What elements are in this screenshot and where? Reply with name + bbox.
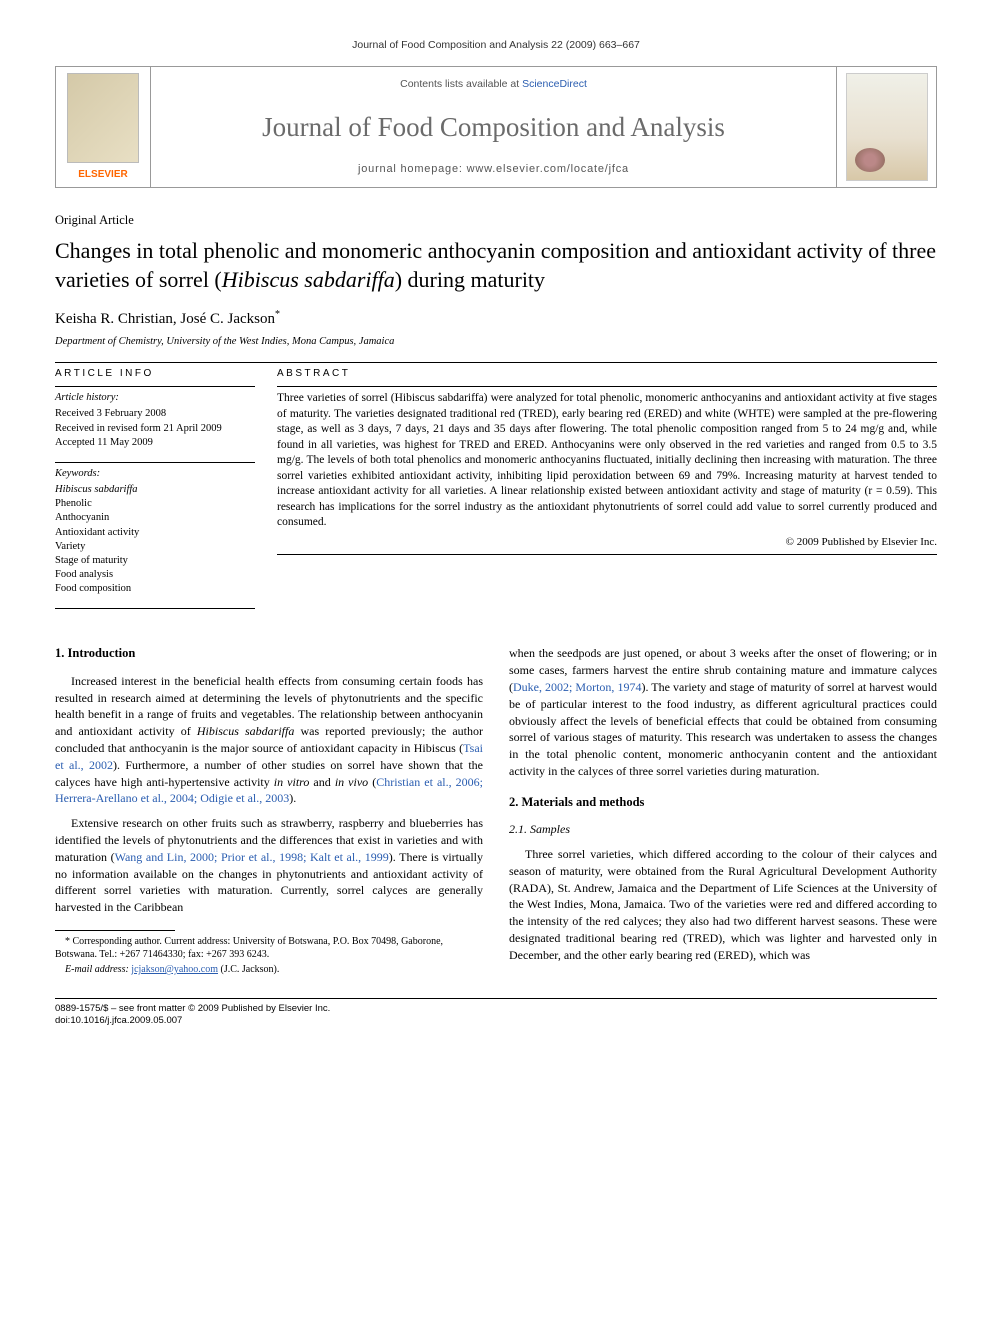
keyword: Food analysis	[55, 568, 255, 582]
meta-abstract-row: ARTICLE INFO Article history: Received 3…	[55, 367, 937, 614]
footer-separator	[55, 998, 937, 999]
separator	[55, 462, 255, 463]
authors: Keisha R. Christian, José C. Jackson*	[55, 308, 937, 329]
separator	[55, 608, 255, 609]
separator	[55, 362, 937, 363]
email-suffix: (J.C. Jackson).	[218, 964, 279, 975]
history-item: Received 3 February 2008	[55, 407, 255, 421]
contents-line: Contents lists available at ScienceDirec…	[159, 77, 828, 91]
article-history: Article history: Received 3 February 200…	[55, 391, 255, 450]
banner-thumbnail	[67, 73, 139, 163]
article-info-column: ARTICLE INFO Article history: Received 3…	[55, 367, 255, 614]
keyword: Food composition	[55, 582, 255, 596]
keyword: Variety	[55, 540, 255, 554]
email-footnote: E-mail address: jcjakson@yahoo.com (J.C.…	[55, 963, 483, 976]
article-title: Changes in total phenolic and monomeric …	[55, 237, 937, 294]
footnote-separator	[55, 930, 175, 931]
elsevier-logo: ELSEVIER	[78, 168, 127, 182]
banner-center: Contents lists available at ScienceDirec…	[151, 67, 836, 187]
banner-left: ELSEVIER	[56, 67, 151, 187]
separator	[277, 386, 937, 387]
contents-prefix: Contents lists available at	[400, 78, 522, 90]
body-column-left: 1. Introduction Increased interest in th…	[55, 645, 483, 978]
citation-link[interactable]: Duke, 2002; Morton, 1974	[513, 680, 641, 694]
text: and	[309, 775, 334, 789]
corr-footnote: * Corresponding author. Current address:…	[55, 935, 483, 961]
journal-banner: ELSEVIER Contents lists available at Sci…	[55, 66, 937, 188]
history-item: Received in revised form 21 April 2009	[55, 422, 255, 436]
species: Hibiscus sabdariffa	[197, 724, 294, 738]
body-column-right: when the seedpods are just opened, or ab…	[509, 645, 937, 978]
banner-right	[836, 67, 936, 187]
history-item: Accepted 11 May 2009	[55, 436, 255, 450]
section-1-heading: 1. Introduction	[55, 645, 483, 663]
journal-homepage: journal homepage: www.elsevier.com/locat…	[159, 162, 828, 177]
keyword: Stage of maturity	[55, 554, 255, 568]
body-columns: 1. Introduction Increased interest in th…	[55, 645, 937, 978]
text: ). The variety and stage of maturity of …	[509, 680, 937, 778]
keyword: Anthocyanin	[55, 511, 255, 525]
para: Extensive research on other fruits such …	[55, 815, 483, 916]
footer-copyright: 0889-1575/$ – see front matter © 2009 Pu…	[55, 1003, 937, 1015]
sciencedirect-link[interactable]: ScienceDirect	[522, 78, 587, 90]
text: ).	[289, 791, 296, 805]
article-type: Original Article	[55, 212, 937, 229]
keyword: Antioxidant activity	[55, 526, 255, 540]
authors-names: Keisha R. Christian, José C. Jackson	[55, 311, 275, 327]
abstract-text: Three varieties of sorrel (Hibiscus sabd…	[277, 391, 937, 531]
history-heading: Article history:	[55, 391, 255, 405]
keyword: Hibiscus sabdariffa	[55, 483, 255, 497]
abstract-column: ABSTRACT Three varieties of sorrel (Hibi…	[277, 367, 937, 614]
para: Three sorrel varieties, which differed a…	[509, 846, 937, 964]
keyword: Phenolic	[55, 497, 255, 511]
para: when the seedpods are just opened, or ab…	[509, 645, 937, 779]
latin: in vivo	[335, 775, 368, 789]
para: Increased interest in the beneficial hea…	[55, 673, 483, 807]
title-species: Hibiscus sabdariffa	[222, 267, 395, 292]
latin: in vitro	[274, 775, 310, 789]
keywords-heading: Keywords:	[55, 467, 255, 481]
separator	[277, 554, 937, 555]
running-header: Journal of Food Composition and Analysis…	[55, 38, 937, 52]
separator	[55, 386, 255, 387]
corr-mark: *	[275, 309, 280, 320]
footer-doi: doi:10.1016/j.jfca.2009.05.007	[55, 1015, 937, 1027]
section-2-heading: 2. Materials and methods	[509, 794, 937, 812]
footnotes: * Corresponding author. Current address:…	[55, 935, 483, 976]
keywords-block: Keywords: Hibiscus sabdariffa Phenolic A…	[55, 467, 255, 597]
journal-name: Journal of Food Composition and Analysis	[159, 109, 828, 145]
abstract-copyright: © 2009 Published by Elsevier Inc.	[277, 535, 937, 550]
article-info-heading: ARTICLE INFO	[55, 367, 255, 381]
section-2-1-heading: 2.1. Samples	[509, 821, 937, 838]
email-label: E-mail address:	[65, 964, 129, 975]
abstract-heading: ABSTRACT	[277, 367, 937, 381]
journal-cover-thumb	[846, 73, 928, 181]
title-post: ) during maturity	[395, 267, 545, 292]
footer-info: 0889-1575/$ – see front matter © 2009 Pu…	[55, 1003, 937, 1028]
affiliation: Department of Chemistry, University of t…	[55, 335, 937, 349]
email-link[interactable]: jcjakson@yahoo.com	[131, 964, 218, 975]
citation-link[interactable]: Wang and Lin, 2000; Prior et al., 1998; …	[115, 850, 389, 864]
